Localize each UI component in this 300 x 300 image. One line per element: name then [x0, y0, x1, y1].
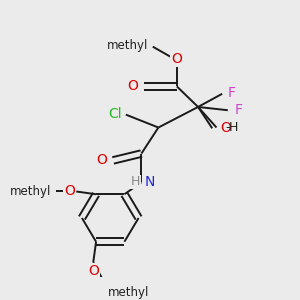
Text: O: O [127, 80, 138, 93]
Text: H: H [229, 121, 238, 134]
Text: methyl: methyl [107, 286, 149, 298]
Text: O: O [88, 264, 99, 278]
Text: F: F [234, 103, 242, 117]
Text: Cl: Cl [108, 107, 122, 121]
Text: N: N [145, 175, 155, 189]
Text: O: O [97, 153, 107, 167]
Text: -: - [226, 121, 230, 134]
Text: O: O [64, 184, 75, 199]
Text: O: O [221, 121, 232, 135]
Text: O: O [171, 52, 182, 66]
Text: methyl: methyl [9, 185, 51, 198]
Text: F: F [222, 122, 230, 136]
Text: methyl: methyl [107, 39, 148, 52]
Text: F: F [228, 86, 236, 100]
Text: H: H [130, 175, 140, 188]
